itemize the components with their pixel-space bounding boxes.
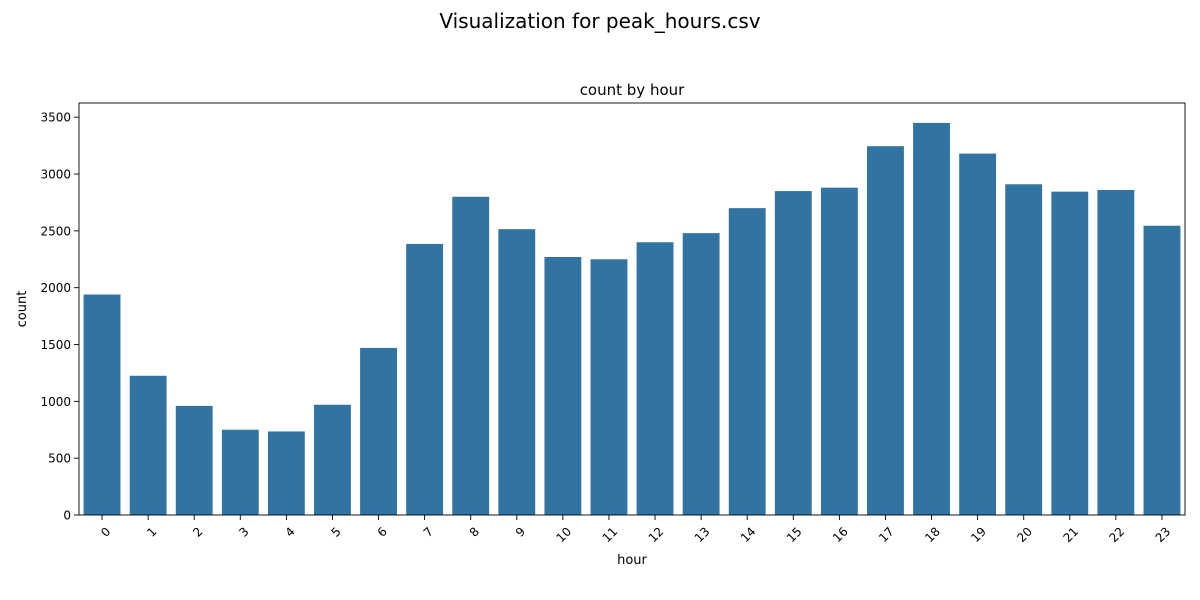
- x-tick-label: 23: [1153, 524, 1174, 545]
- y-tick-label: 1500: [40, 338, 71, 352]
- x-tick-label: 12: [646, 524, 667, 545]
- bar-14: [728, 208, 766, 515]
- x-axis-label: hour: [617, 553, 647, 568]
- bar-12: [636, 242, 674, 515]
- x-tick-label: 20: [1014, 524, 1035, 545]
- bar-0: [83, 294, 121, 515]
- x-tick-label: 4: [282, 524, 297, 539]
- y-tick-label: 3000: [40, 168, 71, 182]
- bar-18: [913, 122, 950, 516]
- x-tick-label: 7: [421, 524, 436, 539]
- x-tick-label: 6: [375, 524, 390, 539]
- y-axis: 0 500 1000 1500 2000 2500 3000 3500: [40, 111, 79, 523]
- y-tick-label: 2000: [40, 281, 71, 295]
- y-axis-label: count: [15, 291, 30, 328]
- bar-8: [452, 196, 490, 516]
- x-tick-label: 1: [144, 524, 159, 539]
- x-axis: 0 1 2 3 4 5 6 7 8 9 10 11 12 13 14 15 16 17 18 19 20 21 22 23: [98, 515, 1173, 545]
- x-tick-label: 15: [784, 524, 805, 545]
- bar-4: [267, 431, 305, 515]
- y-tick-label: 2500: [40, 224, 71, 238]
- bar-2: [175, 405, 213, 515]
- x-tick-label: 16: [830, 524, 851, 545]
- bars-group: [83, 122, 1181, 516]
- x-tick-label: 18: [922, 524, 943, 545]
- bar-9: [498, 229, 536, 516]
- y-tick-label: 3500: [40, 111, 71, 125]
- y-tick-label: 500: [48, 452, 71, 466]
- x-tick-label: 0: [98, 524, 113, 539]
- bar-6: [360, 347, 397, 515]
- x-tick-label: 14: [738, 524, 759, 545]
- bar-7: [406, 243, 444, 515]
- bar-5: [314, 404, 351, 515]
- bar-22: [1097, 189, 1135, 515]
- x-tick-label: 8: [467, 524, 482, 539]
- bar-17: [867, 146, 904, 515]
- bar-1: [129, 375, 167, 515]
- x-tick-label: 21: [1060, 524, 1081, 545]
- x-tick-label: 11: [600, 524, 621, 545]
- bar-11: [590, 259, 628, 515]
- x-tick-label: 22: [1107, 524, 1128, 545]
- x-tick-label: 3: [236, 524, 251, 539]
- bar-16: [820, 187, 858, 516]
- bar-3: [221, 429, 259, 515]
- x-tick-label: 13: [692, 524, 713, 545]
- x-tick-label: 5: [328, 524, 343, 539]
- y-tick-label: 1000: [40, 395, 71, 409]
- x-tick-label: 19: [968, 524, 989, 545]
- x-tick-label: 17: [876, 524, 897, 545]
- bar-19: [959, 153, 997, 516]
- bar-21: [1051, 191, 1089, 515]
- y-tick-label: 0: [63, 509, 71, 523]
- chart-title: count by hour: [580, 81, 685, 99]
- x-tick-label: 10: [554, 524, 575, 545]
- x-tick-label: 2: [190, 524, 205, 539]
- x-tick-label: 9: [513, 524, 528, 539]
- bar-15: [774, 191, 812, 515]
- plot-frame: [78, 102, 1186, 516]
- bar-23: [1143, 225, 1181, 515]
- bar-10: [544, 257, 582, 515]
- bar-13: [682, 233, 720, 515]
- figure-suptitle: Visualization for peak_hours.csv: [439, 9, 760, 33]
- bar-20: [1005, 184, 1043, 516]
